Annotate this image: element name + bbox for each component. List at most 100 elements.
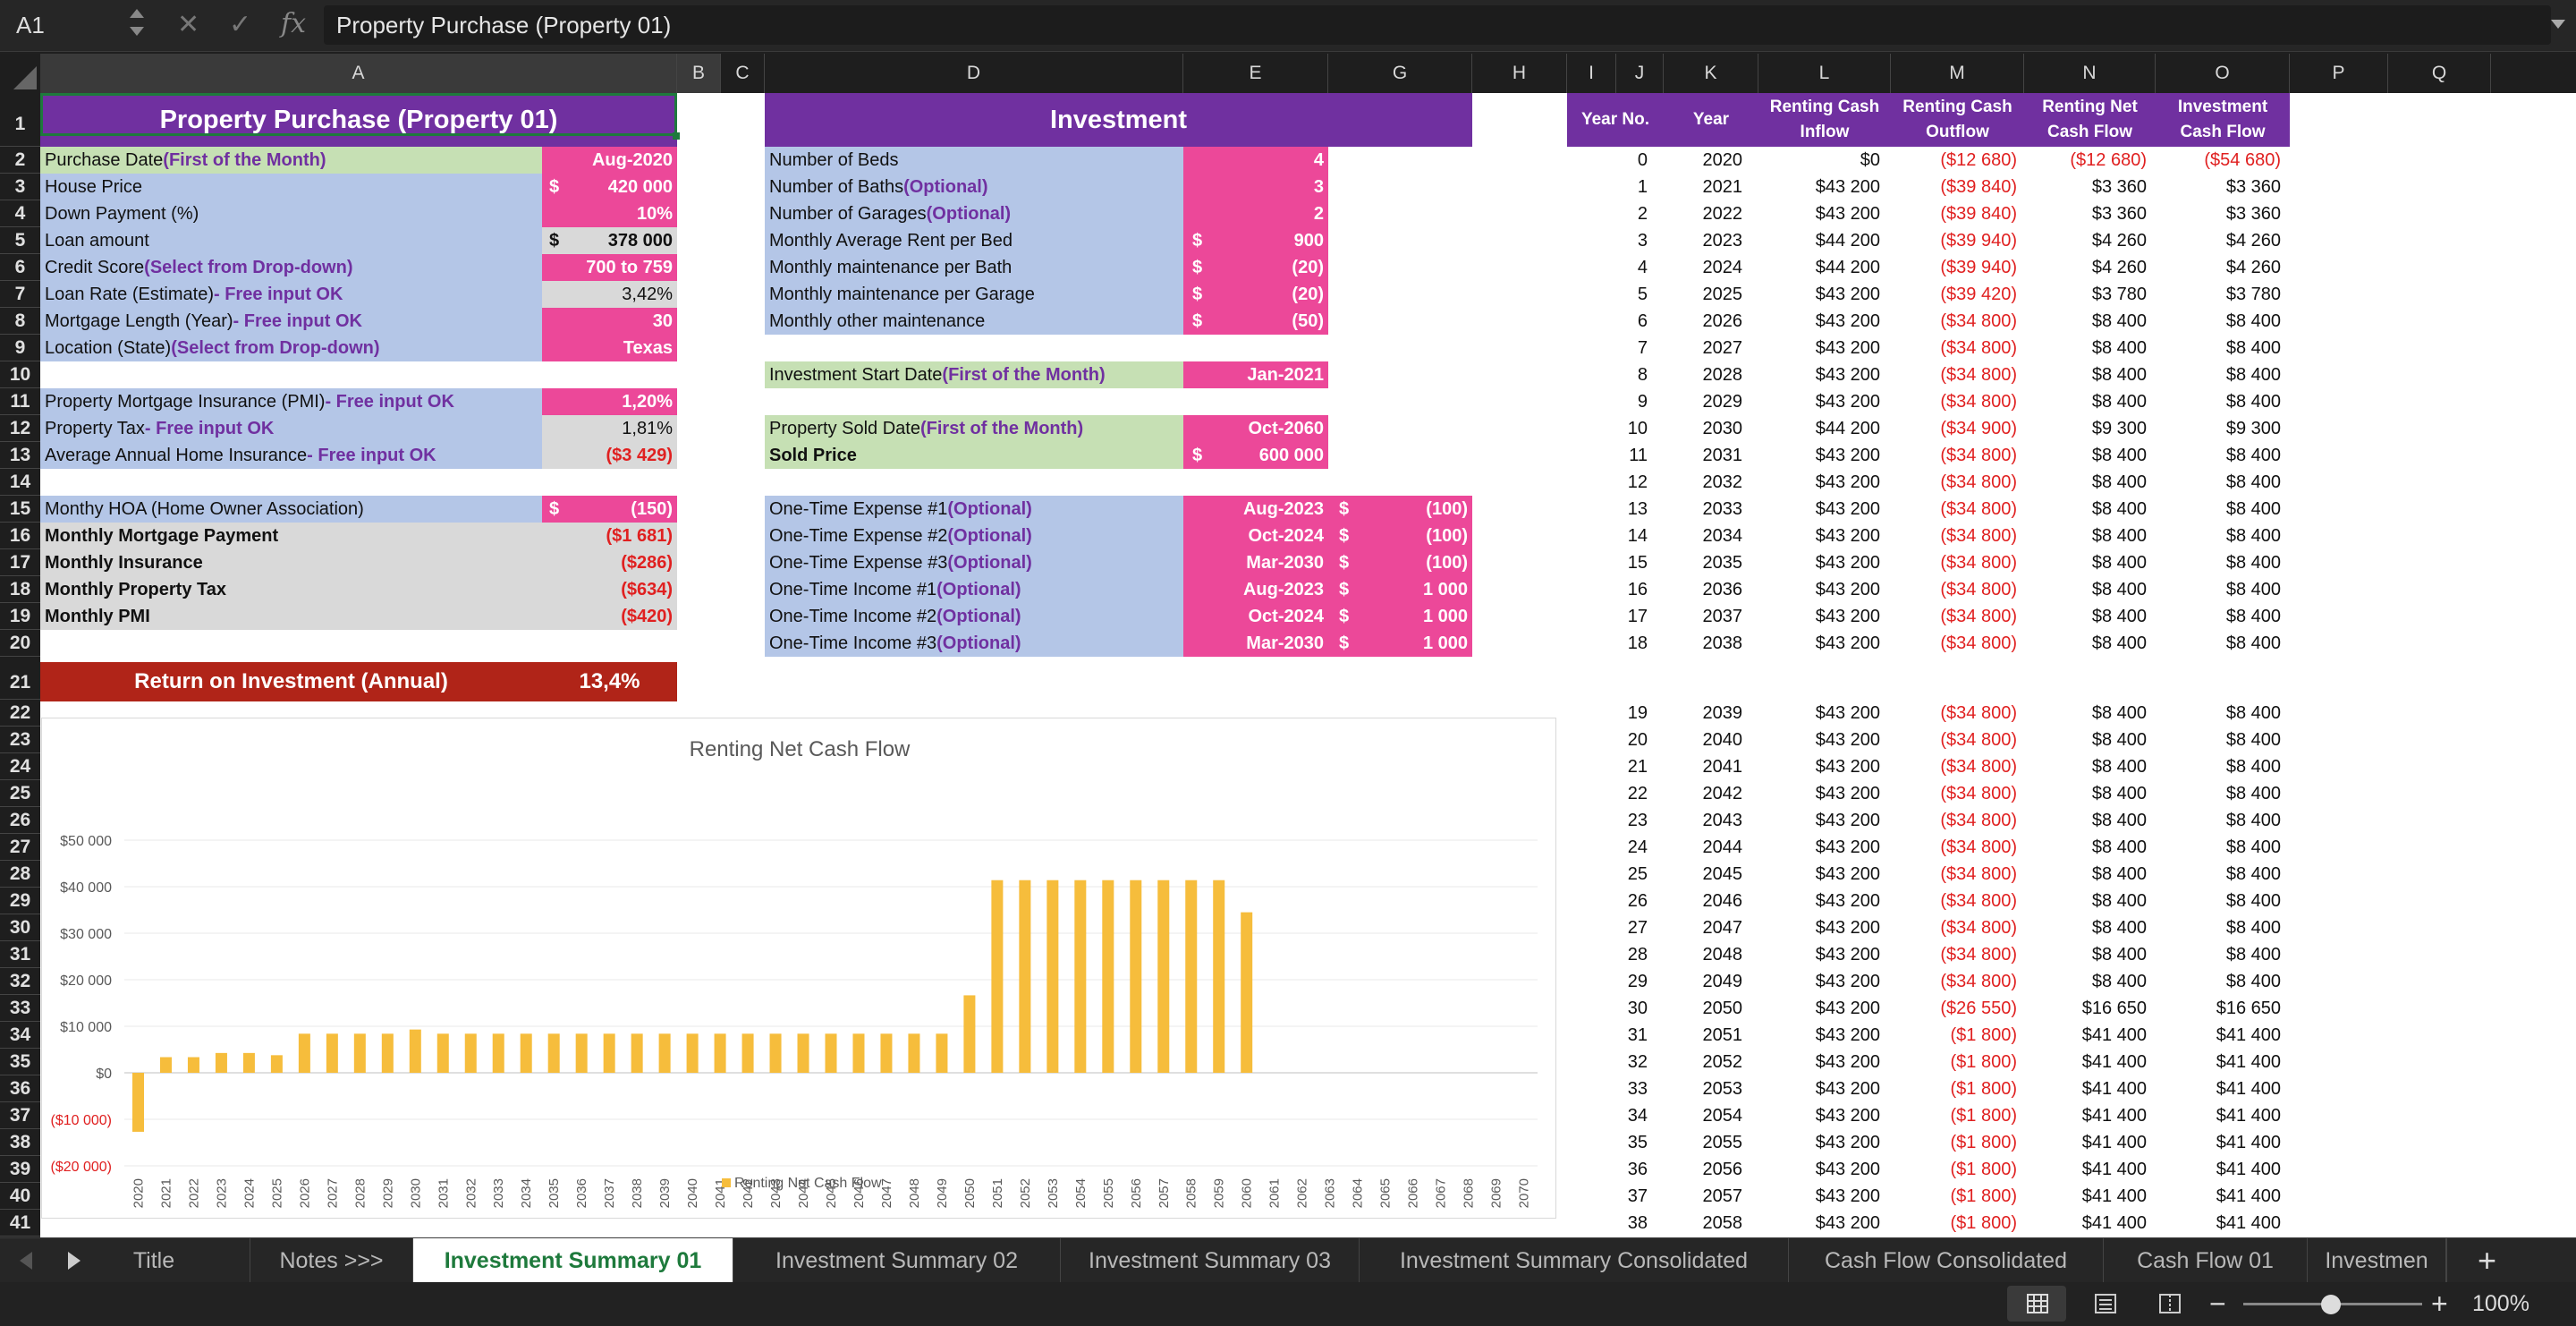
table-cell[interactable]: $8 400 xyxy=(2225,971,2281,991)
table-cell[interactable]: $43 200 xyxy=(1815,337,1880,358)
table-cell[interactable]: $8 400 xyxy=(2225,472,2281,492)
column-header[interactable]: G xyxy=(1328,54,1472,93)
row-header[interactable]: 1 xyxy=(0,93,40,147)
table-cell[interactable]: ($34 800) xyxy=(1940,472,2017,492)
label-garages[interactable]: Number of Garages (Optional) xyxy=(765,200,1183,227)
row-header[interactable]: 5 xyxy=(0,227,40,254)
table-cell[interactable]: $8 400 xyxy=(2091,633,2147,653)
table-cell[interactable]: $43 200 xyxy=(1815,1159,1880,1179)
row-header[interactable]: 6 xyxy=(0,254,40,281)
column-header[interactable]: D xyxy=(765,54,1183,93)
scroll-tabs-right-icon[interactable] xyxy=(68,1252,80,1270)
table-cell[interactable]: $8 400 xyxy=(2091,702,2147,723)
table-cell[interactable]: $41 400 xyxy=(2216,1132,2281,1152)
column-header[interactable]: K xyxy=(1664,54,1758,93)
table-cell[interactable]: 0 xyxy=(1637,149,1648,170)
column-header[interactable]: J xyxy=(1616,54,1664,93)
table-cell[interactable]: 14 xyxy=(1627,525,1648,546)
table-cell[interactable]: ($34 800) xyxy=(1940,579,2017,599)
value-monthly_insurance[interactable]: ($286) xyxy=(542,549,677,576)
table-cell[interactable]: $43 200 xyxy=(1815,1212,1880,1233)
table-cell[interactable]: $41 400 xyxy=(2081,1051,2147,1072)
column-header[interactable]: A xyxy=(40,54,677,93)
row-header[interactable]: 17 xyxy=(0,549,40,576)
one-time-value[interactable]: $1 000 xyxy=(1328,576,1472,603)
label-purchase_date[interactable]: Purchase Date (First of the Month) xyxy=(40,147,542,174)
table-cell[interactable]: $43 200 xyxy=(1815,810,1880,830)
row-header[interactable]: 19 xyxy=(0,603,40,630)
label-beds[interactable]: Number of Beds xyxy=(765,147,1183,174)
table-cell[interactable]: $43 200 xyxy=(1815,944,1880,965)
table-cell[interactable]: 23 xyxy=(1627,810,1648,830)
row-header[interactable]: 38 xyxy=(0,1129,40,1156)
table-cell[interactable]: 2053 xyxy=(1702,1078,1743,1099)
label-maint_other[interactable]: Monthly other maintenance xyxy=(765,308,1183,335)
table-cell[interactable]: ($34 800) xyxy=(1940,552,2017,573)
add-sheet-button[interactable]: + xyxy=(2446,1238,2527,1283)
table-cell[interactable]: 1 xyxy=(1637,176,1648,197)
table-cell[interactable]: $43 200 xyxy=(1815,1051,1880,1072)
table-cell[interactable]: ($34 800) xyxy=(1940,837,2017,857)
table-cell[interactable]: ($39 840) xyxy=(1940,176,2017,197)
table-cell[interactable]: 2058 xyxy=(1702,1212,1743,1233)
table-cell[interactable]: $44 200 xyxy=(1815,418,1880,438)
table-cell[interactable]: 2042 xyxy=(1702,783,1743,803)
row-header[interactable]: 15 xyxy=(0,496,40,523)
table-cell[interactable]: ($34 800) xyxy=(1940,525,2017,546)
label-loan_rate[interactable]: Loan Rate (Estimate) - Free input OK xyxy=(40,281,542,308)
row-header[interactable]: 13 xyxy=(0,442,40,469)
one-time-date[interactable]: Mar-2030 xyxy=(1183,549,1328,576)
table-cell[interactable]: $43 200 xyxy=(1815,310,1880,331)
table-cell[interactable]: $41 400 xyxy=(2081,1024,2147,1045)
table-cell[interactable]: 2038 xyxy=(1702,633,1743,653)
table-cell[interactable]: $16 650 xyxy=(2081,998,2147,1018)
table-cell[interactable]: $8 400 xyxy=(2225,917,2281,938)
row-header[interactable]: 35 xyxy=(0,1049,40,1075)
table-cell[interactable]: $43 200 xyxy=(1815,176,1880,197)
table-cell[interactable]: $41 400 xyxy=(2081,1159,2147,1179)
column-header[interactable]: O xyxy=(2156,54,2290,93)
table-cell[interactable]: ($39 840) xyxy=(1940,203,2017,224)
table-cell[interactable]: ($34 800) xyxy=(1940,756,2017,777)
table-cell[interactable]: $8 400 xyxy=(2225,863,2281,884)
value-beds[interactable]: 4 xyxy=(1183,147,1328,174)
label-sold_date[interactable]: Property Sold Date (First of the Month) xyxy=(765,415,1183,442)
table-cell[interactable]: 6 xyxy=(1637,310,1648,331)
table-cell[interactable]: 38 xyxy=(1627,1212,1648,1233)
table-cell[interactable]: ($34 800) xyxy=(1940,890,2017,911)
table-cell[interactable]: ($34 800) xyxy=(1940,310,2017,331)
table-cell[interactable]: ($1 800) xyxy=(1950,1159,2018,1179)
table-cell[interactable]: ($34 800) xyxy=(1940,863,2017,884)
table-cell[interactable]: ($1 800) xyxy=(1950,1132,2018,1152)
table-cell[interactable]: $9 300 xyxy=(2225,418,2281,438)
value-rent_per_bed[interactable]: $900 xyxy=(1183,227,1328,254)
value-monthly_property_tax[interactable]: ($634) xyxy=(542,576,677,603)
formula-input[interactable]: Property Purchase (Property 01) xyxy=(324,5,2551,45)
zoom-level[interactable]: 100% xyxy=(2472,1291,2529,1316)
scroll-tabs-left-icon[interactable] xyxy=(20,1252,32,1270)
table-cell[interactable]: $8 400 xyxy=(2091,391,2147,412)
table-cell[interactable]: $41 400 xyxy=(2216,1105,2281,1126)
table-cell[interactable]: 13 xyxy=(1627,498,1648,519)
value-sold_date[interactable]: Oct-2060 xyxy=(1183,415,1328,442)
table-cell[interactable]: ($1 800) xyxy=(1950,1051,2018,1072)
column-header[interactable]: C xyxy=(721,54,765,93)
one-time-value[interactable]: $ (100) xyxy=(1328,523,1472,549)
table-cell[interactable]: 3 xyxy=(1637,230,1648,251)
value-house_price[interactable]: $420 000 xyxy=(542,174,677,200)
table-cell[interactable]: $43 200 xyxy=(1815,837,1880,857)
fill-handle[interactable] xyxy=(673,132,680,140)
row-header[interactable]: 21 xyxy=(0,657,40,700)
row-header[interactable]: 16 xyxy=(0,523,40,549)
table-cell[interactable]: 2028 xyxy=(1702,364,1743,385)
name-box[interactable]: A1 xyxy=(16,12,45,38)
table-cell[interactable]: ($34 800) xyxy=(1940,606,2017,626)
one-time-date[interactable]: Oct-2024 xyxy=(1183,603,1328,630)
table-cell[interactable]: ($34 800) xyxy=(1940,445,2017,465)
table-cell[interactable]: $8 400 xyxy=(2225,525,2281,546)
value-maint_other[interactable]: $ (50) xyxy=(1183,308,1328,335)
label-baths[interactable]: Number of Baths (Optional) xyxy=(765,174,1183,200)
table-cell[interactable]: 2046 xyxy=(1702,890,1743,911)
table-cell[interactable]: 5 xyxy=(1637,284,1648,304)
property-title[interactable]: Property Purchase (Property 01) xyxy=(40,93,677,147)
